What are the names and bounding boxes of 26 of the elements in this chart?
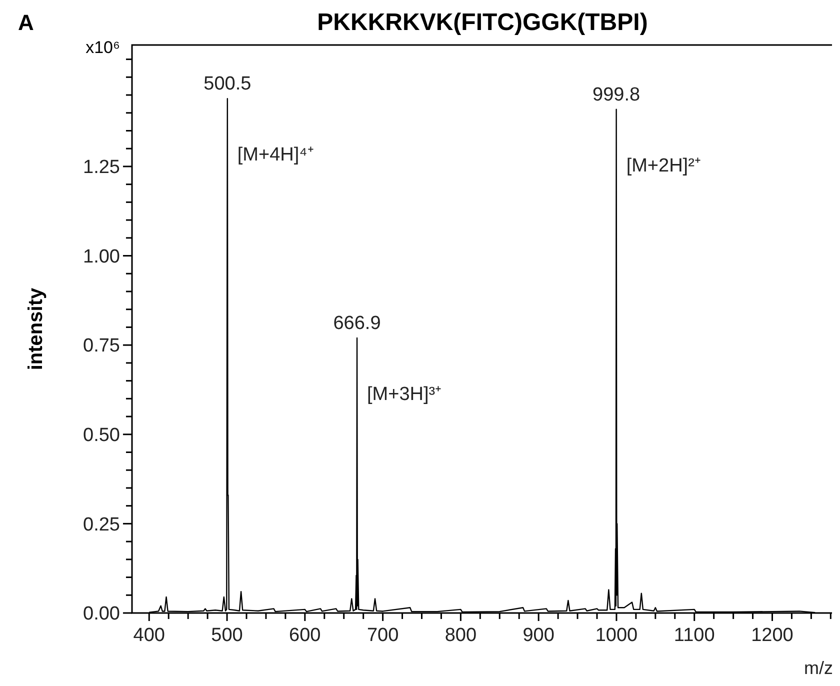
x-tick-label: 1000 <box>595 625 638 646</box>
x-tick-label: 1200 <box>751 625 794 646</box>
x-tick-label: 400 <box>133 625 165 646</box>
annotation: [M+4H]⁴⁺ <box>237 144 314 166</box>
x-tick-label: 700 <box>366 625 399 646</box>
y-tick-label: 0.00 <box>83 604 120 625</box>
y-tick-label: 1.25 <box>83 157 120 178</box>
annotation: [M+2H]²⁺ <box>626 155 700 176</box>
annotation: [M+3H]³⁺ <box>367 384 442 405</box>
y-tick-label: 0.75 <box>83 336 120 357</box>
x-tick-label: 900 <box>522 625 554 646</box>
chart-title: PKKKRKVK(FITC)GGK(TBPI) <box>317 9 648 36</box>
annotation: 999.8 <box>592 84 640 106</box>
y-tick-label: 1.00 <box>83 246 120 268</box>
y-axis-title: intensity <box>25 287 47 370</box>
y-tick-label: 0.25 <box>83 514 120 536</box>
y-tick-label: 0.50 <box>83 425 120 446</box>
x-axis-title: m/z <box>804 658 833 678</box>
annotation: 666.9 <box>333 312 381 334</box>
x-tick-label: 800 <box>444 625 477 646</box>
text: A <box>18 10 34 35</box>
annotation: 500.5 <box>204 74 252 95</box>
x-tick-label: 600 <box>289 625 321 646</box>
x-tick-label: 1100 <box>674 625 715 646</box>
text: x10⁶ <box>86 38 120 57</box>
x-tick-label: 500 <box>211 625 243 646</box>
